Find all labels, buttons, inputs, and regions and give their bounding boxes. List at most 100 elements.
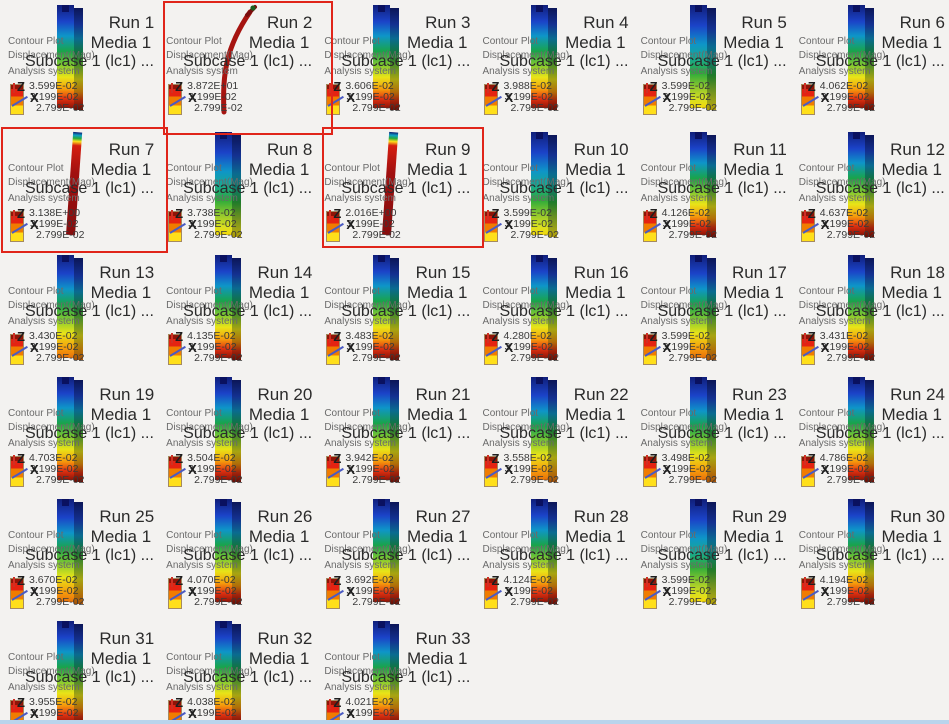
displacement-label: Displacement(Mag) — [798, 177, 886, 188]
x-axis-label: X — [30, 584, 39, 599]
run-tile[interactable]: Run 23 Media 1 Contour Plot Displacement… — [633, 372, 791, 494]
contour-plot-label: Contour Plot — [166, 286, 222, 297]
media-label: Media 1 — [565, 527, 626, 546]
run-tile[interactable]: Run 11 Media 1 Contour Plot Displacement… — [633, 127, 791, 250]
run-tile[interactable]: Run 20 Media 1 Contour Plot Displacement… — [158, 372, 316, 494]
run-tile[interactable]: Run 26 Media 1 Contour Plot Displacement… — [158, 494, 316, 616]
analysis-system-label: Analysis system — [798, 316, 871, 327]
legend-max-value: 3.498E-02 — [661, 452, 711, 464]
run-tile[interactable]: Run 28 Media 1 Contour Plot Displacement… — [474, 494, 632, 616]
media-label: Media 1 — [90, 649, 152, 668]
run-tile[interactable]: Run 30 Media 1 Contour Plot Displacement… — [791, 494, 949, 616]
run-tile[interactable]: Run 21 Media 1 Contour Plot Displacement… — [316, 372, 474, 494]
column-contour-figure — [847, 255, 878, 360]
column-contour-figure — [57, 255, 87, 360]
legend-min-value: 2.799E-02 — [194, 596, 243, 608]
z-axis-arrow — [803, 577, 806, 587]
run-tile[interactable]: Run 8 Media 1 Contour Plot Displacement(… — [158, 127, 316, 250]
legend-mid-value: 3.199E-02 — [188, 341, 237, 353]
column-top-notch — [220, 255, 228, 262]
media-label: Media 1 — [565, 160, 626, 179]
run-tile[interactable]: Run 5 Media 1 Contour Plot Displacement(… — [633, 0, 791, 127]
x-axis-label: X — [188, 217, 197, 232]
column-front-face — [57, 5, 74, 108]
run-tile[interactable]: Run 22 Media 1 Contour Plot Displacement… — [474, 372, 632, 494]
subcase-label: Subcase 1 (lc1) ... — [499, 425, 629, 442]
z-axis-label: Z — [17, 79, 25, 94]
analysis-system-label: Analysis system — [640, 316, 713, 327]
run-tile[interactable]: Run 6 Media 1 Contour Plot Displacement(… — [791, 0, 949, 127]
run-tile[interactable]: Run 9 Media 1 Contour Plot Displacement(… — [316, 127, 474, 250]
run-tile[interactable]: Run 3 Media 1 Contour Plot Displacement(… — [316, 0, 474, 127]
legend-min-value: 2.799E-02 — [36, 102, 85, 114]
column-front-face — [373, 255, 391, 358]
subcase-label: Subcase 1 (lc1) ... — [183, 180, 313, 197]
analysis-system-label: Analysis system — [8, 316, 80, 327]
analysis-system-label: Analysis system — [8, 682, 80, 693]
z-axis-arrow — [645, 455, 648, 465]
legend-min-value: 2.799E-02 — [510, 352, 559, 364]
z-axis-arrow — [487, 577, 490, 587]
run-label: Run 14 — [257, 263, 313, 282]
run-tile[interactable]: Run 12 Media 1 Contour Plot Displacement… — [791, 127, 949, 250]
run-tile[interactable]: Run 29 Media 1 Contour Plot Displacement… — [633, 494, 791, 616]
z-axis-label: Z — [491, 573, 500, 588]
z-axis-label: Z — [17, 206, 25, 221]
x-axis-label: X — [188, 340, 197, 355]
column-contour-figure — [373, 5, 403, 110]
run-tile[interactable]: Run 31 Media 1 Contour Plot Displacement… — [0, 616, 158, 724]
run-tile[interactable]: Run 17 Media 1 Contour Plot Displacement… — [633, 250, 791, 372]
displacement-label: Displacement(Mag) — [640, 422, 728, 433]
run-tile[interactable]: Run 16 Media 1 Contour Plot Displacement… — [474, 250, 632, 372]
contour-plot-label: Contour Plot — [8, 408, 64, 419]
run-tile[interactable]: Run 19 Media 1 Contour Plot Displacement… — [0, 372, 158, 494]
run-tile[interactable]: Run 4 Media 1 Contour Plot Displacement(… — [474, 0, 632, 127]
legend-mid-value: 3.199E-02 — [30, 91, 79, 103]
run-tile[interactable]: Run 2 Media 1 Contour Plot Displacement(… — [158, 0, 316, 127]
legend-max-value: 4.280E-02 — [503, 330, 552, 342]
z-axis-label: Z — [807, 329, 816, 344]
media-label: Media 1 — [881, 283, 942, 302]
column-front-face — [689, 255, 707, 358]
legend-mid-value: 3.199E-02 — [504, 218, 553, 230]
legend-max-value: 4.038E-02 — [187, 696, 236, 708]
displacement-label: Displacement(Mag) — [324, 422, 412, 433]
displacement-label: Displacement(Mag) — [166, 422, 253, 433]
run-tile[interactable]: Run 7 Media 1 Contour Plot Displacement(… — [0, 127, 158, 250]
column-side-face — [864, 502, 874, 604]
subcase-label: Subcase 1 (lc1) ... — [341, 303, 471, 320]
displacement-label: Displacement(Mag) — [324, 50, 412, 61]
run-label: Run 29 — [731, 507, 787, 526]
z-axis-label: Z — [175, 79, 184, 94]
run-tile[interactable]: Run 13 Media 1 Contour Plot Displacement… — [0, 250, 158, 372]
legend-min-value: 2.799E-02 — [826, 352, 876, 364]
run-tile[interactable]: Run 25 Media 1 Contour Plot Displacement… — [0, 494, 158, 616]
media-label: Media 1 — [723, 33, 784, 52]
run-tile[interactable]: Run 15 Media 1 Contour Plot Displacement… — [316, 250, 474, 372]
subcase-label: Subcase 1 (lc1) ... — [815, 53, 945, 70]
column-front-face — [373, 499, 391, 602]
legend-min-value: 2.799E-02 — [510, 596, 559, 608]
analysis-system-label: Analysis system — [640, 438, 713, 449]
run-label: Run 6 — [899, 13, 945, 32]
displacement-label: Displacement(Mag) — [166, 177, 253, 188]
run-tile[interactable]: Run 24 Media 1 Contour Plot Displacement… — [791, 372, 949, 494]
subcase-label: Subcase 1 (lc1) ... — [25, 547, 154, 564]
run-tile[interactable]: Run 27 Media 1 Contour Plot Displacement… — [316, 494, 474, 616]
run-label: Run 7 — [108, 140, 155, 159]
legend-mid-value: 3.199E-02 — [504, 91, 553, 103]
legend-min-value: 2.799E-02 — [668, 229, 718, 241]
run-tile[interactable]: Run 10 Media 1 Contour Plot Displacement… — [474, 127, 632, 250]
run-tile[interactable]: Run 33 Media 1 Contour Plot Displacement… — [316, 616, 474, 724]
z-axis-label: Z — [491, 79, 500, 94]
run-tile[interactable]: Run 18 Media 1 Contour Plot Displacement… — [791, 250, 949, 372]
legend-max-value: 4.637E-02 — [819, 207, 869, 219]
legend-max-value: 3.942E-02 — [345, 452, 394, 464]
run-tile[interactable]: Run 1 Media 1 Contour Plot Displacement(… — [0, 0, 158, 127]
z-axis-label: Z — [175, 206, 184, 221]
analysis-system-label: Analysis system — [324, 438, 396, 449]
run-tile[interactable]: Run 32 Media 1 Contour Plot Displacement… — [158, 616, 316, 724]
legend-mid-value: 3.199E-02 — [504, 463, 553, 475]
run-tile[interactable]: Run 14 Media 1 Contour Plot Displacement… — [158, 250, 316, 372]
media-label: Media 1 — [881, 33, 942, 52]
